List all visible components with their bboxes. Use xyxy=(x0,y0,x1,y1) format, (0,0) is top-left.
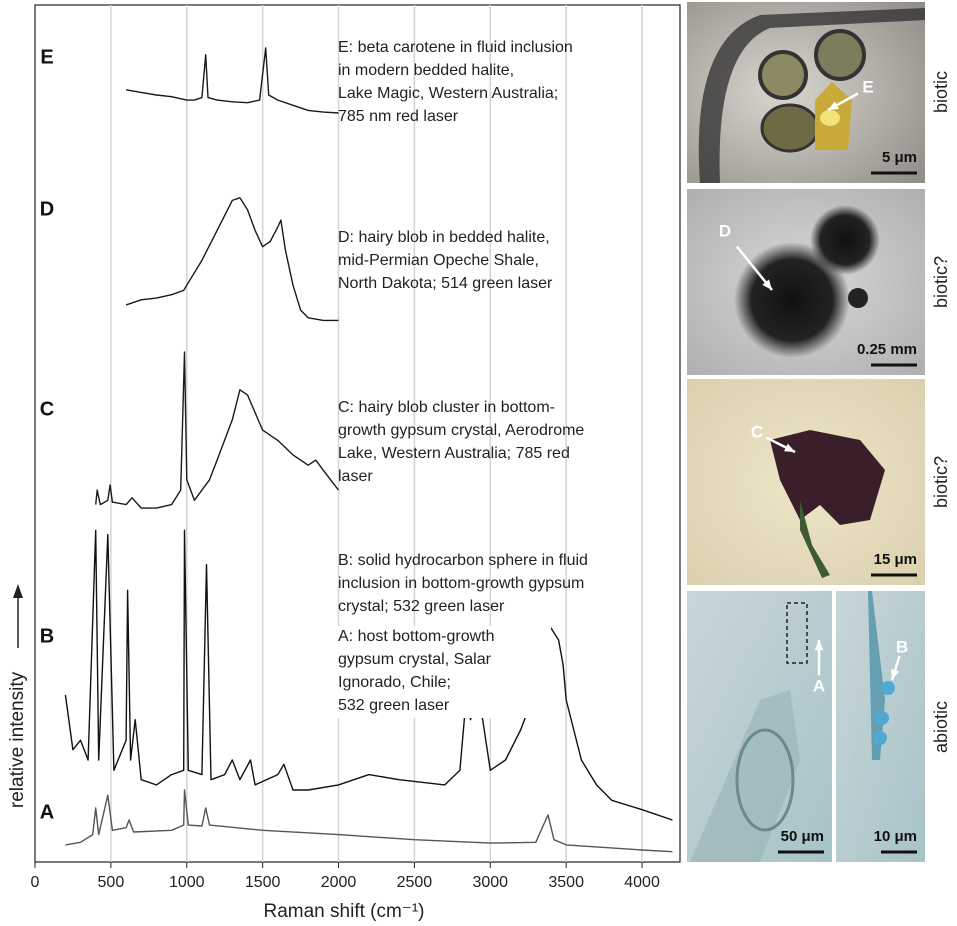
panel-marker: A xyxy=(813,676,825,695)
annotation-bg xyxy=(336,649,551,672)
scale-text: 0.25 mm xyxy=(857,341,917,358)
spectrum-letter: D xyxy=(40,198,54,220)
annotation-bg xyxy=(336,626,551,649)
annotation-line: mid-Permian Opeche Shale, xyxy=(338,252,539,269)
spectrum-letter: B xyxy=(40,625,54,647)
scale-text: 5 μm xyxy=(882,149,917,166)
photo-d xyxy=(687,189,925,375)
panel-label: abiotic xyxy=(931,701,951,753)
scale-text: 50 μm xyxy=(781,828,824,845)
annotation-line: 532 green laser xyxy=(338,697,450,714)
x-tick-label: 2500 xyxy=(397,874,433,891)
pointer-head xyxy=(828,101,839,110)
annotation-line: crystal; 532 green laser xyxy=(338,598,505,615)
x-tick-label: 1000 xyxy=(169,874,205,891)
annotation-line: Lake, Western Australia; 785 red xyxy=(338,445,570,462)
spectrum-letter: C xyxy=(40,398,54,420)
panel-label: biotic? xyxy=(931,456,951,508)
pointer-head xyxy=(890,669,900,680)
panel-marker: B xyxy=(896,637,908,656)
spectrum-letter: E xyxy=(40,46,53,68)
x-axis-label: Raman shift (cm⁻¹) xyxy=(264,901,425,922)
x-tick-label: 3000 xyxy=(472,874,508,891)
annotation-line: E: beta carotene in fluid inclusion xyxy=(338,39,573,56)
annotation-bg xyxy=(336,695,551,718)
annotation-line: in modern bedded halite, xyxy=(338,62,514,79)
plot-frame xyxy=(34,4,681,863)
annotation-bg xyxy=(336,672,551,695)
annotation-line: C: hairy blob cluster in bottom- xyxy=(338,399,555,416)
photo-c xyxy=(687,379,925,585)
x-tick-label: 0 xyxy=(31,874,40,891)
y-axis-label: relative intensity xyxy=(7,671,28,808)
pointer-head xyxy=(784,443,795,452)
y-arrow xyxy=(13,584,23,648)
annotation-line: D: hairy blob in bedded halite, xyxy=(338,229,550,246)
x-tick-label: 3500 xyxy=(548,874,584,891)
scale-text: 15 μm xyxy=(874,551,917,568)
annotation-line: 785 nm red laser xyxy=(338,108,459,125)
x-tick-label: 500 xyxy=(98,874,125,891)
annotation-line: laser xyxy=(338,468,373,485)
x-tick-label: 4000 xyxy=(624,874,660,891)
annotation-line: Ignorado, Chile; xyxy=(338,674,451,691)
spectrum-line xyxy=(125,47,339,114)
annotation-line: A: host bottom-growth xyxy=(338,628,495,645)
annotation-line: inclusion in bottom-growth gypsum xyxy=(338,575,584,592)
spectrum-line xyxy=(95,351,340,509)
pointer-head xyxy=(762,279,772,290)
annotation-line: B: solid hydrocarbon sphere in fluid xyxy=(338,552,588,569)
x-tick-label: 2000 xyxy=(321,874,357,891)
annotation-line: growth gypsum crystal, Aerodrome xyxy=(338,422,584,439)
annotation-line: North Dakota; 514 green laser xyxy=(338,275,553,292)
annotation-line: gypsum crystal, Salar xyxy=(338,651,492,668)
pointer-head xyxy=(814,640,824,651)
panel-marker: C xyxy=(751,422,763,441)
scale-text: 10 μm xyxy=(874,828,917,845)
x-tick-label: 1500 xyxy=(245,874,281,891)
spectrum-letter: A xyxy=(40,801,54,823)
panel-label: biotic xyxy=(931,71,951,113)
annotation-line: Lake Magic, Western Australia; xyxy=(338,85,558,102)
panel-label: biotic? xyxy=(931,256,951,308)
photo-a xyxy=(687,591,832,862)
photo-b xyxy=(836,591,925,862)
panel-marker: E xyxy=(862,77,873,96)
spectrum-line xyxy=(125,197,339,322)
spectrum-line xyxy=(65,789,673,853)
photo-e xyxy=(687,2,925,183)
panel-marker: D xyxy=(719,221,731,240)
